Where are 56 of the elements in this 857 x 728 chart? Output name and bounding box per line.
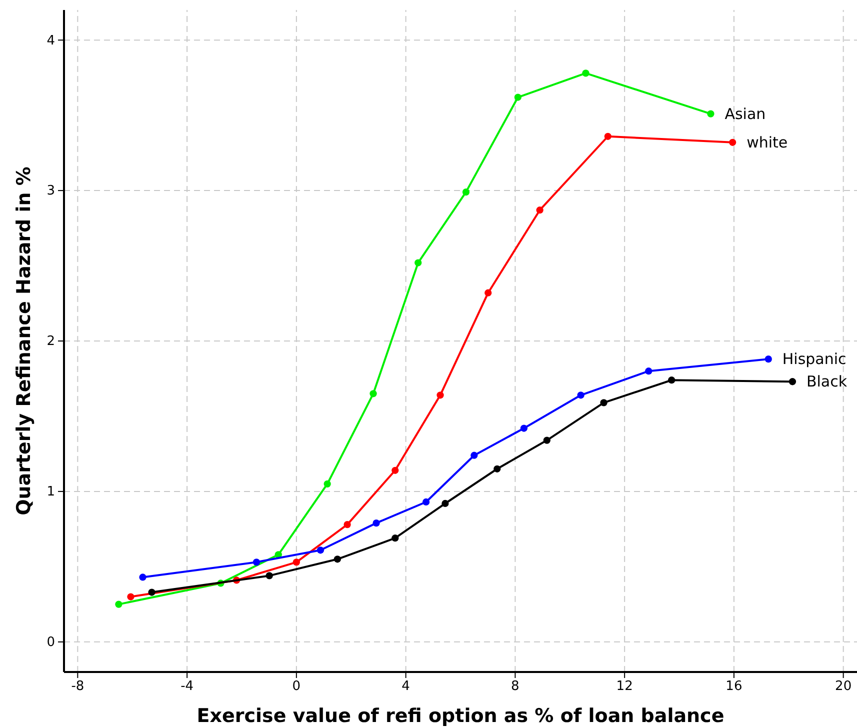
y-tick-label: 0 — [46, 635, 55, 650]
point — [148, 588, 156, 596]
y-tick-label: 2 — [46, 334, 55, 350]
point — [414, 259, 422, 266]
point — [600, 399, 608, 406]
series-label: Hispanic — [782, 350, 846, 368]
point — [645, 368, 652, 375]
x-tick-label: 16 — [726, 679, 742, 694]
point — [582, 70, 590, 77]
point — [334, 556, 342, 563]
point — [127, 593, 134, 600]
x-tick-label: -8 — [71, 679, 84, 694]
point — [422, 498, 430, 506]
point — [266, 572, 273, 580]
x-axis-title: Exercise value of refi option as % of loan balance — [196, 705, 724, 727]
point — [484, 289, 492, 296]
point — [536, 206, 544, 214]
x-tick-label: 8 — [511, 679, 520, 694]
point — [764, 355, 772, 363]
point — [252, 558, 260, 566]
point — [324, 480, 331, 488]
x-tick-label: 20 — [835, 679, 852, 694]
x-tick-label: 12 — [616, 679, 633, 694]
y-tick-label: 1 — [46, 484, 55, 500]
point — [139, 574, 146, 581]
point — [788, 378, 796, 386]
point — [514, 94, 522, 101]
point — [604, 132, 612, 140]
x-tick-label: 0 — [292, 679, 301, 694]
point — [316, 546, 324, 554]
point — [707, 110, 714, 118]
series-label: Asian — [724, 104, 766, 123]
point — [115, 600, 122, 608]
point — [543, 436, 550, 444]
point — [470, 452, 478, 459]
point — [372, 519, 380, 527]
series-label: Black — [806, 372, 848, 391]
x-tick-label: -4 — [180, 679, 194, 694]
y-axis-title: Quarterly Refinance Hazard in % — [13, 166, 35, 516]
series-label: white — [746, 133, 788, 152]
y-tick-label: 4 — [46, 33, 55, 48]
point — [292, 558, 300, 566]
point — [344, 520, 351, 528]
point — [729, 138, 736, 146]
x-tick-label: 4 — [402, 679, 410, 694]
point — [577, 392, 584, 399]
point — [442, 500, 449, 508]
point — [392, 466, 399, 474]
point — [520, 424, 528, 432]
point — [392, 534, 399, 542]
point — [494, 465, 501, 472]
point — [370, 390, 377, 398]
y-tick-label: 3 — [46, 184, 55, 199]
point — [462, 188, 470, 196]
point — [436, 392, 444, 399]
point — [668, 376, 676, 384]
